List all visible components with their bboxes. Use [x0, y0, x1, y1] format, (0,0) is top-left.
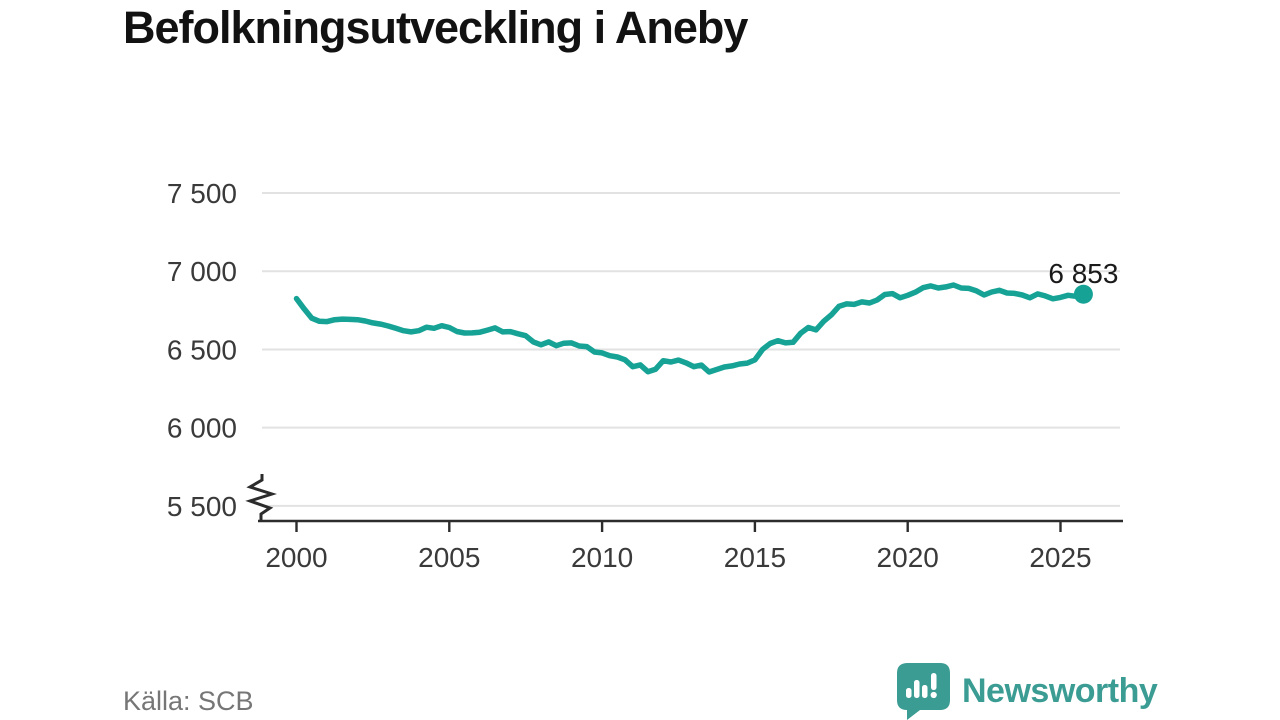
newsworthy-logo: Newsworthy: [897, 663, 1158, 720]
x-tick-label: 2020: [877, 542, 939, 573]
x-tick-label: 2010: [571, 542, 633, 573]
y-tick-label: 7 000: [167, 256, 237, 287]
x-tick-label: 2000: [265, 542, 327, 573]
newsworthy-wordmark: Newsworthy: [962, 672, 1158, 710]
x-tick-label: 2025: [1029, 542, 1091, 573]
end-value-label: 6 853: [1048, 258, 1118, 289]
source-note: Källa: SCB: [123, 686, 254, 716]
y-tick-label: 6 000: [167, 413, 237, 444]
end-point-marker: [1073, 284, 1093, 304]
chart-title: Befolkningsutveckling i Aneby: [123, 2, 748, 53]
axis-break-icon: [245, 474, 277, 521]
y-tick-label: 5 500: [167, 491, 237, 522]
x-tick-label: 2005: [418, 542, 480, 573]
population-line: [293, 282, 1087, 375]
x-tick-label: 2015: [724, 542, 786, 573]
newsworthy-chart-bubble-icon: [897, 663, 950, 720]
y-tick-label: 7 500: [167, 178, 237, 209]
y-tick-label: 6 500: [167, 334, 237, 365]
